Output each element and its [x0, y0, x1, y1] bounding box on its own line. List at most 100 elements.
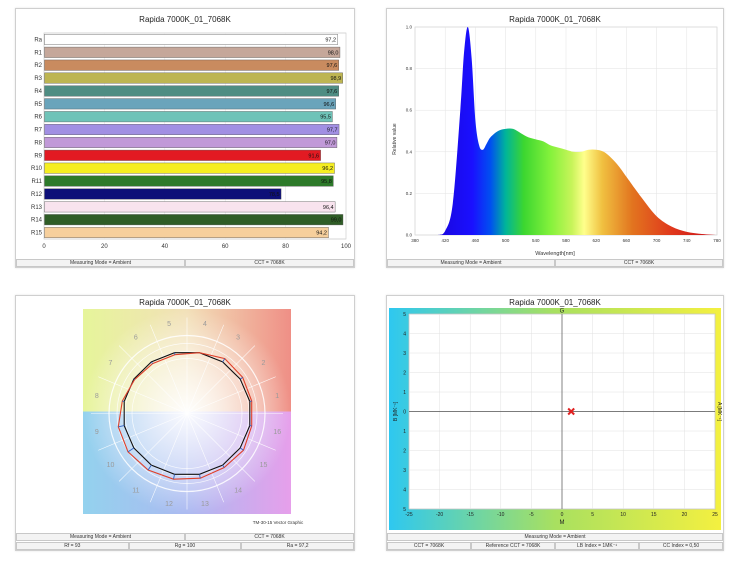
- duv-y-tick-label: 0: [403, 409, 406, 415]
- cri-bar: [44, 175, 334, 187]
- cri-category-label: R11: [31, 179, 42, 185]
- cri-category-label: R7: [34, 128, 42, 134]
- cri-bar: [44, 111, 333, 123]
- vector-status-bottom: Rf = 93 Rg = 100 Ra = 97,2: [16, 542, 355, 550]
- spectrum-x-tick-label: 660: [623, 238, 631, 243]
- cri-status-cct: CCT = 7068K: [185, 259, 354, 267]
- spectrum-chart-title: Rapida 7000K_01_7068K: [509, 15, 601, 24]
- spectrum-chart: Rapida 7000K_01_7068K Relative value Wav…: [392, 15, 721, 257]
- duv-y-tick-label: 5: [403, 312, 406, 318]
- cri-bar: [44, 162, 335, 174]
- spectrum-y-tick-label: 0.0: [406, 233, 413, 238]
- cri-value-label: 95,8: [321, 179, 332, 185]
- spectrum-y-tick-label: 0.8: [406, 66, 413, 71]
- cri-value-label: 94,2: [316, 231, 327, 237]
- spectrum-y-tick-label: 0.2: [406, 191, 413, 196]
- vector-status-rg: Rg = 100: [128, 542, 242, 550]
- duv-y-tick-label: 3: [403, 468, 406, 474]
- cri-category-label: R1: [34, 50, 42, 56]
- spectrum-y-tick-label: 1.0: [406, 25, 413, 30]
- vector-hue-label: 16: [273, 429, 281, 436]
- vector-hue-divider: [186, 376, 276, 414]
- vector-hue-divider: [186, 324, 225, 414]
- duv-status-cc-index: CC Index = 0,50: [639, 542, 723, 550]
- spectrum-x-tick-label: 740: [683, 238, 691, 243]
- duv-panel: Rapida 7000K_01_7068K -25 -20 -15 -10 -5 0 5 10…: [386, 295, 724, 551]
- vector-hue-label: 1: [275, 393, 279, 400]
- duv-status-bottom: CCT = 7068K Reference CCT = 7068K LB Ind…: [387, 542, 723, 550]
- duv-y-tick-label: 2: [403, 370, 406, 376]
- duv-y-tick-label: 1: [403, 429, 406, 435]
- cri-value-label: 97,6: [327, 89, 338, 95]
- spectrum-x-tick-label: 460: [472, 238, 480, 243]
- vector-hue-divider: [149, 324, 188, 414]
- vector-test-curve: [117, 352, 253, 480]
- vector-panel: Rapida 7000K_01_7068K TM-30-15 Vector Gr…: [15, 295, 355, 551]
- cri-x-tick-label: 100: [341, 244, 352, 250]
- vector-status-rf: Rf = 93: [16, 542, 129, 550]
- duv-x-tick-label: -20: [436, 512, 443, 518]
- duv-left-label: B [MK⁻¹]: [393, 401, 399, 421]
- vector-shift-arrow: [199, 474, 201, 479]
- cri-bar-chart: Rapida 7000K_01_7068K 0 20 40 60 80 100 Ra 97,2…: [31, 15, 352, 250]
- vector-hue-label: 3: [236, 335, 240, 342]
- cri-x-tick-label: 20: [101, 244, 108, 250]
- vector-hue-divider: [186, 413, 256, 482]
- tm30-vector-chart: Rapida 7000K_01_7068K TM-30-15 Vector Gr…: [83, 298, 304, 525]
- cri-category-label: R14: [31, 218, 43, 224]
- cri-category-label: R8: [34, 140, 42, 146]
- vector-shift-arrow: [173, 474, 175, 480]
- vector-hue-divider: [98, 376, 188, 414]
- duv-x-tick-label: -10: [497, 512, 504, 518]
- vector-hue-divider: [98, 413, 188, 451]
- cri-bar: [44, 149, 321, 161]
- vector-hue-label: 10: [107, 462, 115, 469]
- duv-right-label: A [MK⁻¹]: [716, 402, 722, 422]
- vector-chart-note: TM-30-15 Vector Graphic: [253, 520, 304, 525]
- vector-hue-label: 5: [167, 321, 171, 328]
- duv-x-tick-label: 0: [561, 512, 564, 518]
- cri-category-label: R9: [34, 153, 42, 159]
- duv-top-label: G: [560, 309, 565, 315]
- duv-chart-title: Rapida 7000K_01_7068K: [509, 298, 601, 307]
- duv-status-top: Measuring Mode = Ambient: [387, 533, 723, 541]
- cri-chart-title: Rapida 7000K_01_7068K: [139, 15, 231, 24]
- cri-category-label: R6: [34, 115, 42, 121]
- spectrum-y-tick-label: 0.6: [406, 108, 413, 113]
- duv-y-tick-label: 5: [403, 507, 406, 513]
- vector-status-ra: Ra = 97,2: [241, 542, 355, 550]
- cri-value-label: 97,7: [327, 128, 338, 134]
- duv-x-tick-label: 20: [682, 512, 688, 518]
- spectrum-status-cct: CCT = 7068K: [555, 259, 723, 267]
- cri-value-label: 97,0: [325, 140, 336, 146]
- vector-hue-label: 15: [260, 462, 268, 469]
- color-offset-chart: Rapida 7000K_01_7068K -25 -20 -15 -10 -5 0 5 10…: [389, 298, 722, 530]
- cri-bar: [44, 124, 340, 135]
- spectrum-series-area: [415, 26, 717, 236]
- vector-shift-arrow: [222, 464, 225, 468]
- spectrum-x-tick-label: 380: [411, 238, 419, 243]
- spectrum-x-tick-label: 780: [713, 238, 721, 243]
- cri-x-tick-label: 0: [42, 244, 46, 250]
- vector-shift-arrow: [133, 378, 135, 380]
- duv-y-tick-label: 4: [403, 487, 406, 493]
- cri-category-label: R15: [31, 231, 43, 237]
- duv-status-lb-index: LB Index = 1MK⁻¹: [555, 542, 639, 550]
- cri-bar: [44, 98, 336, 110]
- cri-x-tick-label: 80: [282, 244, 289, 250]
- cri-x-tick-label: 60: [222, 244, 229, 250]
- vector-hue-divider: [118, 345, 188, 414]
- cri-bar: [44, 201, 336, 213]
- cri-bar: [44, 85, 339, 97]
- cri-value-label: 98,9: [330, 76, 341, 82]
- cri-category-label: R5: [34, 102, 42, 108]
- duv-bottom-label: M: [560, 520, 565, 526]
- spectrum-x-tick-label: 540: [532, 238, 540, 243]
- duv-y-tick-label: 1: [403, 390, 406, 396]
- cri-bar: [44, 136, 338, 148]
- vector-shift-arrow: [222, 358, 226, 363]
- spectrum-y-label: Relative value: [392, 123, 398, 155]
- cri-value-label: 78,5: [269, 192, 280, 198]
- vector-shift-arrow: [239, 447, 244, 451]
- cri-status-mode: Measuring Mode = Ambient: [16, 259, 185, 267]
